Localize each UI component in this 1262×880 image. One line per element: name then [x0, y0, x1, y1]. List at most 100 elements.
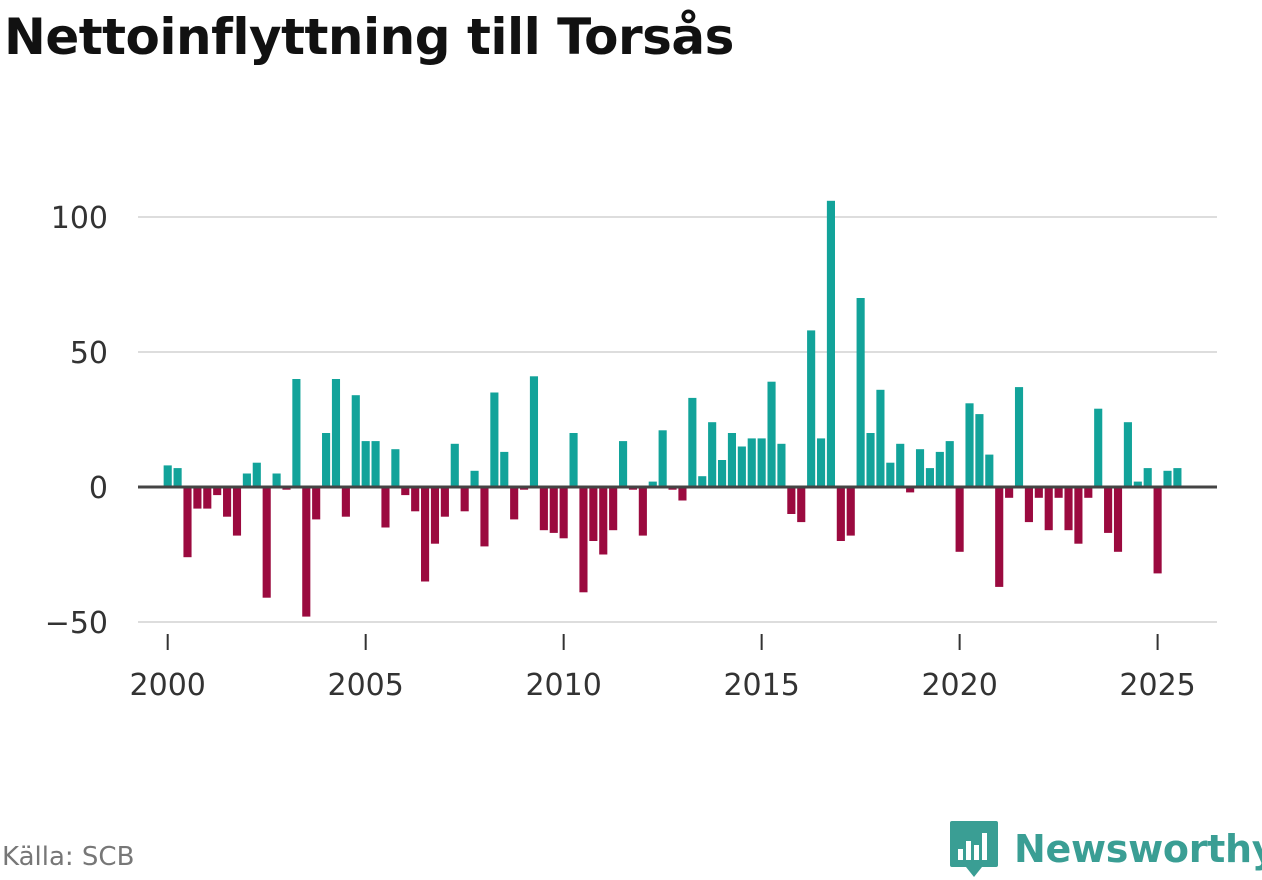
- bar-negative: [1113, 487, 1123, 552]
- bar-negative: [609, 487, 618, 531]
- bar-negative: [381, 487, 390, 528]
- bar-negative: [1005, 487, 1014, 498]
- bar-negative: [510, 487, 519, 520]
- y-tick-label: −50: [45, 606, 108, 641]
- bar-negative: [906, 487, 915, 493]
- bar-negative: [1054, 487, 1063, 498]
- bar-negative: [411, 487, 420, 512]
- bar-positive: [688, 397, 697, 487]
- bar-negative: [213, 487, 222, 496]
- bar-negative: [203, 487, 212, 509]
- bar-positive: [747, 438, 756, 487]
- bar-negative: [1153, 487, 1162, 574]
- bar-negative: [836, 487, 845, 541]
- x-tick-label: 2015: [723, 668, 799, 703]
- bar-positive: [1173, 468, 1182, 487]
- x-tick-label: 2000: [130, 668, 206, 703]
- bar-negative: [638, 487, 647, 536]
- x-tick-label: 2025: [1119, 668, 1195, 703]
- bar-positive: [292, 379, 301, 487]
- bar-positive: [1123, 422, 1132, 487]
- bar-positive: [529, 376, 539, 487]
- bar-negative: [1064, 487, 1073, 531]
- bar-positive: [619, 441, 628, 487]
- bar-negative: [183, 487, 192, 558]
- bar-negative: [995, 487, 1004, 587]
- bar-positive: [450, 443, 459, 487]
- bar-positive: [361, 441, 370, 487]
- bar-negative: [599, 487, 608, 555]
- bar-positive: [945, 441, 954, 487]
- bar-positive: [856, 298, 865, 487]
- bar-positive: [322, 433, 331, 487]
- bar-negative: [193, 487, 202, 509]
- bar-positive: [1014, 387, 1024, 487]
- bar-negative: [1084, 487, 1093, 498]
- bar-positive: [470, 470, 479, 487]
- bar-positive: [737, 446, 746, 487]
- bar-positive: [272, 473, 281, 487]
- bar-negative: [302, 487, 311, 617]
- newsworthy-logo-icon: [950, 821, 998, 877]
- bar-negative: [589, 487, 598, 541]
- bar-negative: [797, 487, 806, 523]
- bar-negative: [430, 487, 440, 544]
- x-tick-label: 2020: [921, 668, 997, 703]
- bars: [163, 200, 1182, 617]
- bar-negative: [559, 487, 568, 539]
- x-axis: 2000 2005 2010 2015 2020 2025: [130, 621, 1217, 703]
- bar-positive: [173, 468, 182, 487]
- bar-negative: [539, 487, 548, 531]
- bar-positive: [351, 395, 360, 487]
- bar-negative: [1104, 487, 1113, 533]
- bar-positive: [826, 200, 835, 488]
- y-tick-label: 0: [89, 471, 108, 506]
- bar-negative: [579, 487, 588, 593]
- bar-negative: [1074, 487, 1083, 544]
- bar-negative: [787, 487, 796, 514]
- bar-positive: [1133, 481, 1142, 487]
- bar-positive: [757, 438, 766, 487]
- bar-negative: [846, 487, 855, 536]
- bar-negative: [223, 487, 232, 517]
- brand-name: Newsworthy: [1014, 827, 1262, 871]
- x-tick-label: 2005: [327, 668, 403, 703]
- bar-negative: [1044, 487, 1053, 531]
- bar-negative: [440, 487, 449, 517]
- bar-positive: [886, 462, 895, 487]
- bar-positive: [816, 438, 826, 487]
- bar-negative: [480, 487, 489, 547]
- bar-positive: [490, 392, 499, 487]
- bar-positive: [1143, 468, 1152, 487]
- bar-positive: [1163, 470, 1172, 487]
- bar-negative: [678, 487, 687, 501]
- bar-negative: [1024, 487, 1033, 523]
- bar-positive: [717, 460, 727, 487]
- page-title: Nettoinflyttning till Torsås: [4, 8, 734, 66]
- bar-positive: [866, 433, 875, 487]
- bar-negative: [549, 487, 558, 533]
- bar-negative: [955, 487, 964, 552]
- bar-negative: [1034, 487, 1043, 498]
- bar-negative: [421, 487, 430, 582]
- bar-positive: [727, 433, 737, 487]
- bar-negative: [232, 487, 242, 536]
- bar-positive: [331, 379, 341, 487]
- bar-positive: [935, 451, 944, 487]
- bar-positive: [371, 441, 380, 487]
- bar-positive: [708, 422, 717, 487]
- bar-positive: [500, 451, 509, 487]
- bar-positive: [648, 481, 657, 487]
- bar-negative: [460, 487, 469, 512]
- x-tick-label: 2010: [525, 668, 601, 703]
- bar-positive: [925, 468, 934, 487]
- bar-negative: [312, 487, 321, 520]
- bar-positive: [252, 462, 261, 487]
- y-axis: −50 0 50 100: [45, 201, 108, 641]
- bar-positive: [391, 449, 400, 487]
- bar-negative: [262, 487, 271, 598]
- bar-positive: [985, 454, 994, 487]
- source-note: Källa: SCB: [2, 842, 135, 872]
- bar-negative: [341, 487, 350, 517]
